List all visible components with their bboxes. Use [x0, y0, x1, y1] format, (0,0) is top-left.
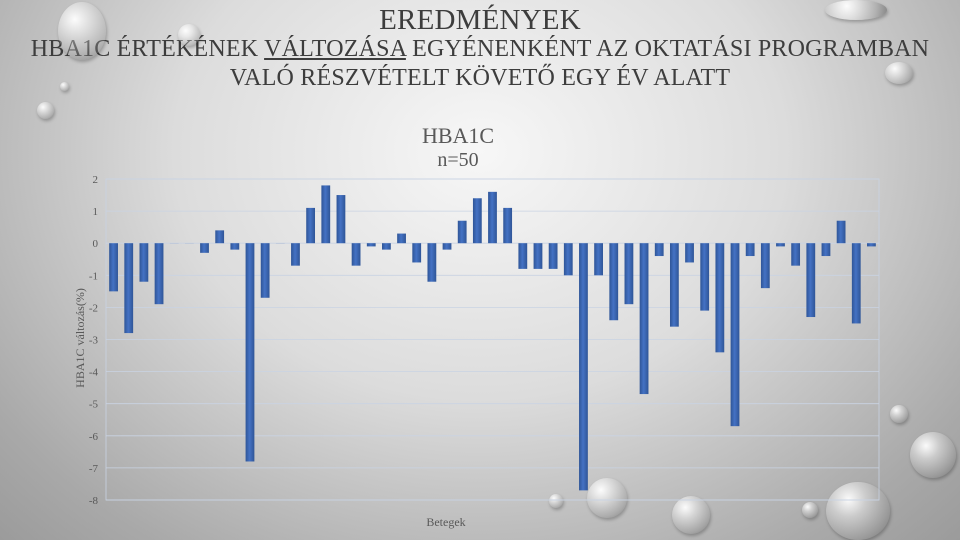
bar	[791, 243, 801, 266]
water-drop-decoration	[60, 82, 69, 91]
bar	[836, 220, 846, 244]
bar	[351, 243, 361, 266]
bar	[245, 243, 255, 462]
bar	[548, 243, 558, 269]
bar	[139, 243, 149, 282]
bar	[639, 243, 649, 395]
x-axis-label: Betegek	[426, 515, 465, 529]
bar	[685, 243, 694, 263]
slide-title-line2: HBA1C ÉRTÉKÉNEK VÁLTOZÁSA EGYÉNENKÉNT AZ…	[0, 35, 960, 64]
y-tick-label: -3	[89, 335, 99, 347]
bar	[745, 243, 755, 257]
water-drop-decoration	[587, 478, 627, 518]
bar	[412, 243, 422, 263]
bar	[366, 243, 376, 247]
y-tick-labels: 2 1 0 -1 -2 -3 -4 -5 -6 -7 -8	[89, 174, 99, 507]
bar	[184, 243, 194, 244]
bar	[215, 230, 225, 244]
bar	[867, 243, 876, 247]
chart-title: HBA1C	[422, 123, 494, 148]
bar	[169, 243, 179, 244]
bar	[457, 220, 467, 244]
bar	[624, 243, 634, 305]
bar	[563, 243, 573, 276]
bar	[594, 243, 603, 276]
title-line2-underlined: VÁLTOZÁSA	[264, 36, 406, 62]
y-tick-label: 1	[93, 206, 99, 218]
water-drop-decoration	[885, 62, 913, 84]
y-tick-label: -1	[89, 270, 98, 282]
water-drop-decoration	[802, 502, 818, 518]
bar	[518, 243, 528, 269]
bar	[442, 243, 452, 250]
y-tick-label: -8	[89, 495, 99, 507]
bar	[776, 243, 785, 247]
water-drop-decoration	[825, 0, 887, 20]
bar	[109, 243, 118, 292]
water-drop-decoration	[910, 432, 956, 478]
slide-title-main: EREDMÉNYEK	[379, 4, 581, 36]
bar	[124, 243, 134, 334]
bar	[851, 243, 861, 324]
bar	[821, 243, 831, 257]
y-tick-label: 0	[93, 238, 99, 250]
bars	[109, 185, 876, 491]
y-tick-label: -2	[89, 302, 98, 314]
bar	[154, 243, 164, 305]
y-tick-label: -4	[89, 367, 99, 379]
water-drop-decoration	[890, 405, 908, 423]
bar	[806, 243, 816, 318]
slide-title-line3: VALÓ RÉSZVÉTELT KÖVETŐ EGY ÉV ALATT	[229, 65, 731, 91]
bar	[760, 243, 770, 289]
bar	[336, 195, 346, 244]
water-drop-decoration	[549, 494, 563, 508]
bar	[427, 243, 437, 282]
bar	[533, 243, 543, 269]
y-tick-label: -5	[89, 399, 99, 411]
water-drop-decoration	[58, 2, 106, 60]
bar	[503, 207, 513, 244]
bar	[291, 243, 300, 266]
bar	[700, 243, 710, 311]
water-drop-decoration	[178, 24, 200, 46]
bar	[609, 243, 619, 321]
bar	[730, 243, 740, 427]
title-line2-end: EGYÉNENKÉNT AZ OKTATÁSI PROGRAMBAN	[405, 36, 930, 62]
bar	[488, 191, 497, 244]
y-tick-label: -6	[89, 431, 99, 443]
bar	[579, 243, 588, 491]
slide-title: EREDMÉNYEK HBA1C ÉRTÉKÉNEK VÁLTOZÁSA EGY…	[0, 6, 960, 93]
bar	[397, 233, 406, 244]
bar	[306, 207, 316, 244]
bar	[654, 243, 664, 257]
bar	[230, 243, 240, 250]
water-drop-decoration	[37, 102, 54, 119]
bar	[382, 243, 391, 250]
y-tick-label: 2	[93, 174, 99, 186]
y-axis-label: HBA1C változás(%)	[73, 288, 87, 388]
bar	[200, 243, 209, 253]
chart-subtitle: n=50	[437, 149, 478, 171]
bar	[275, 243, 285, 244]
y-tick-label: -7	[89, 463, 99, 475]
bar	[472, 198, 482, 244]
bar	[260, 243, 270, 298]
bar	[669, 243, 679, 327]
bar	[715, 243, 725, 353]
water-drop-decoration	[672, 496, 710, 534]
bar	[321, 185, 331, 244]
